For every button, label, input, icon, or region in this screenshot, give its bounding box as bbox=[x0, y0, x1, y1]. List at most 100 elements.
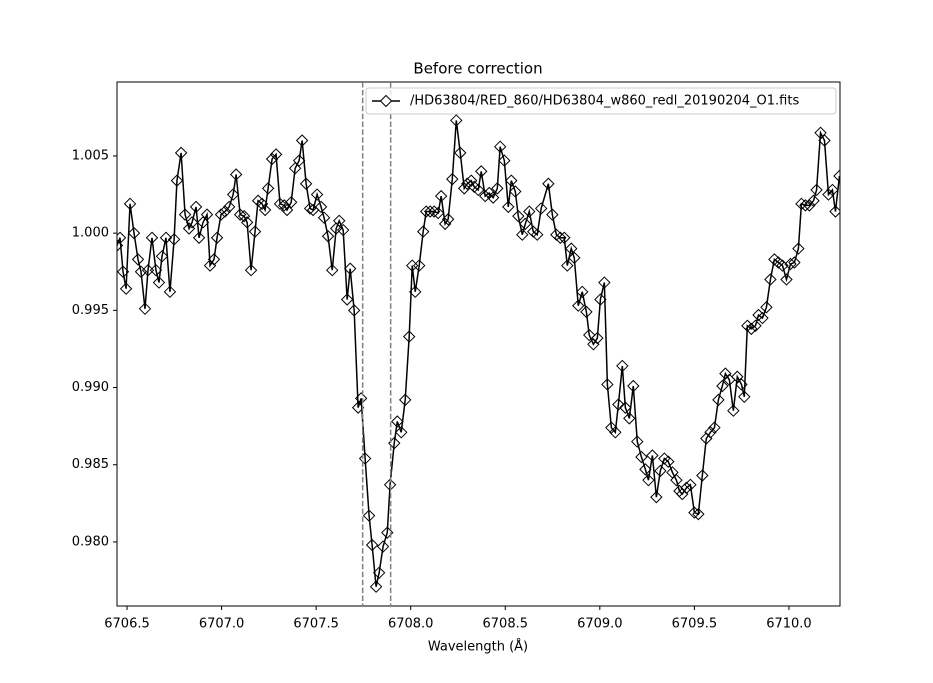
x-tick-label: 6707.0 bbox=[199, 617, 245, 632]
data-point bbox=[598, 276, 611, 289]
y-tick-label: 0.980 bbox=[72, 534, 109, 549]
data-point bbox=[704, 426, 717, 439]
data-point bbox=[240, 216, 254, 229]
data-point bbox=[580, 305, 593, 319]
data-point bbox=[261, 182, 275, 195]
data-point bbox=[441, 213, 455, 226]
data-point bbox=[336, 223, 350, 237]
data-point bbox=[155, 250, 169, 263]
legend-marker bbox=[379, 94, 393, 108]
data-point bbox=[568, 251, 581, 265]
data-point bbox=[431, 206, 445, 220]
data-point bbox=[822, 188, 835, 201]
data-point bbox=[623, 412, 636, 425]
data-point bbox=[639, 463, 652, 476]
data-point bbox=[170, 174, 184, 187]
data-point bbox=[365, 538, 379, 552]
data-point bbox=[708, 421, 721, 434]
data-point bbox=[519, 217, 532, 231]
data-point bbox=[572, 299, 585, 312]
data-point bbox=[273, 197, 287, 211]
x-axis-label: Wavelength (Å) bbox=[428, 639, 528, 655]
data-point bbox=[317, 211, 331, 224]
legend-label: /HD63804/RED_860/HD63804_w860_redl_20190… bbox=[410, 94, 799, 109]
data-point bbox=[314, 200, 328, 214]
data-point bbox=[450, 114, 463, 127]
data-point bbox=[712, 393, 725, 407]
data-point bbox=[512, 209, 525, 223]
data-point bbox=[413, 259, 426, 272]
data-point bbox=[369, 580, 383, 593]
data-point bbox=[226, 188, 240, 201]
data-point bbox=[295, 134, 309, 147]
data-point bbox=[534, 202, 548, 215]
data-point bbox=[627, 379, 640, 393]
data-point bbox=[167, 233, 181, 246]
data-point bbox=[583, 328, 596, 342]
data-point bbox=[829, 205, 840, 218]
data-point bbox=[131, 253, 145, 266]
data-point bbox=[376, 540, 390, 553]
data-point bbox=[731, 370, 744, 383]
data-point bbox=[531, 228, 544, 241]
data-point bbox=[149, 263, 163, 277]
data-point bbox=[662, 455, 675, 468]
data-point bbox=[178, 208, 192, 221]
data-point bbox=[803, 199, 816, 212]
data-point bbox=[381, 526, 394, 539]
data-point bbox=[303, 202, 317, 215]
data-point bbox=[347, 304, 361, 317]
data-point bbox=[788, 256, 801, 269]
data-point bbox=[509, 185, 522, 198]
data-point bbox=[792, 242, 805, 255]
data-point bbox=[255, 197, 269, 211]
data-point bbox=[329, 222, 343, 235]
data-point bbox=[684, 478, 697, 492]
data-point bbox=[395, 426, 408, 439]
data-point bbox=[399, 393, 412, 407]
data-point bbox=[654, 464, 667, 478]
axes-frame bbox=[116, 81, 841, 607]
data-point bbox=[516, 228, 529, 241]
data-point bbox=[609, 426, 622, 439]
data-point bbox=[454, 146, 467, 160]
y-tick-label: 0.990 bbox=[72, 380, 109, 395]
data-line bbox=[117, 120, 840, 587]
x-tick-label: 6706.5 bbox=[104, 617, 150, 632]
data-point bbox=[776, 259, 789, 272]
data-point bbox=[416, 225, 430, 238]
data-point bbox=[119, 282, 133, 295]
data-point bbox=[310, 188, 324, 201]
data-point bbox=[546, 208, 559, 221]
data-point bbox=[565, 242, 578, 255]
data-point bbox=[735, 378, 748, 391]
data-point bbox=[491, 182, 504, 195]
data-point bbox=[117, 239, 124, 252]
data-point bbox=[760, 301, 773, 314]
data-point bbox=[601, 378, 614, 391]
data-point bbox=[123, 197, 137, 211]
data-point bbox=[163, 285, 177, 299]
data-point bbox=[200, 208, 214, 221]
data-point bbox=[203, 259, 217, 272]
data-point bbox=[372, 566, 386, 580]
data-point bbox=[833, 169, 840, 183]
data-point bbox=[591, 331, 604, 345]
data-point bbox=[244, 263, 258, 277]
data-point bbox=[326, 263, 339, 277]
data-point bbox=[616, 359, 629, 373]
data-point bbox=[340, 293, 354, 306]
x-tick-label: 6708.5 bbox=[483, 617, 529, 632]
data-point bbox=[237, 209, 251, 223]
data-point bbox=[619, 401, 632, 414]
y-tick-label: 1.005 bbox=[72, 148, 109, 163]
data-point bbox=[358, 452, 372, 465]
data-point bbox=[542, 177, 555, 190]
data-point bbox=[222, 200, 236, 214]
data-point bbox=[333, 214, 346, 228]
data-point bbox=[458, 182, 471, 195]
data-point bbox=[409, 285, 422, 299]
data-point bbox=[210, 231, 224, 244]
data-point bbox=[214, 208, 228, 221]
